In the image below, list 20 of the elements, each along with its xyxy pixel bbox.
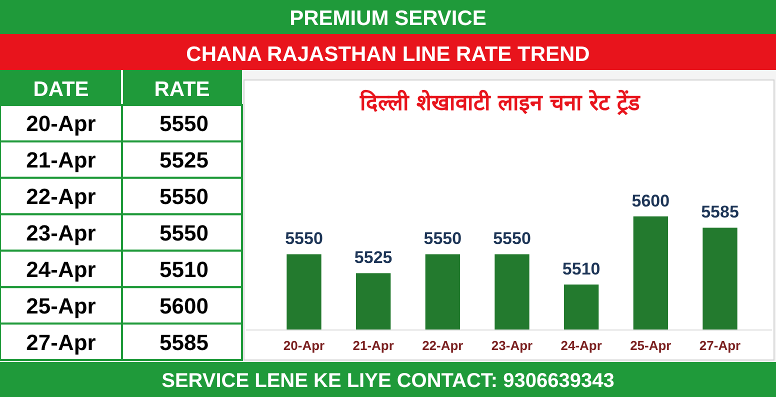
data-label: 5550 bbox=[493, 229, 531, 248]
x-tick-label: 21-Apr bbox=[352, 338, 394, 353]
x-tick-label: 20-Apr bbox=[283, 338, 325, 353]
data-label: 5585 bbox=[701, 202, 739, 222]
title-banner: CHANA RAJASTHAN LINE RATE TREND bbox=[0, 34, 776, 70]
footer-banner: SERVICE LENE KE LIYE CONTACT: 9306639343 bbox=[0, 362, 776, 397]
x-tick-label: 27-Apr bbox=[699, 338, 741, 353]
x-tick-label: 24-Apr bbox=[560, 338, 602, 353]
data-label: 5525 bbox=[354, 248, 392, 268]
x-tick-label: 22-Apr bbox=[422, 338, 464, 353]
data-label: 5550 bbox=[285, 229, 323, 248]
chart-title: CHANA RAJASTHAN LINE RATE TREND bbox=[186, 43, 590, 66]
data-label: 5600 bbox=[632, 191, 670, 210]
rate-table: DATE RATE 20-Apr 5550 21-Apr 5525 22-Apr 5550 23-Apr 5550 24-Apr 5510 25-Apr 5600 27-Apr 5585 bbox=[0, 70, 243, 361]
data-label: 5550 bbox=[424, 229, 462, 248]
x-tick-label: 23-Apr bbox=[491, 338, 533, 353]
header-banner: PREMIUM SERVICE bbox=[0, 0, 776, 34]
text: दिल्ली शेखावाटी लाइन चना रेट ट्रेंड bbox=[358, 89, 642, 116]
x-tick-label: 25-Apr bbox=[630, 338, 672, 353]
data-label: 5510 bbox=[562, 260, 600, 279]
